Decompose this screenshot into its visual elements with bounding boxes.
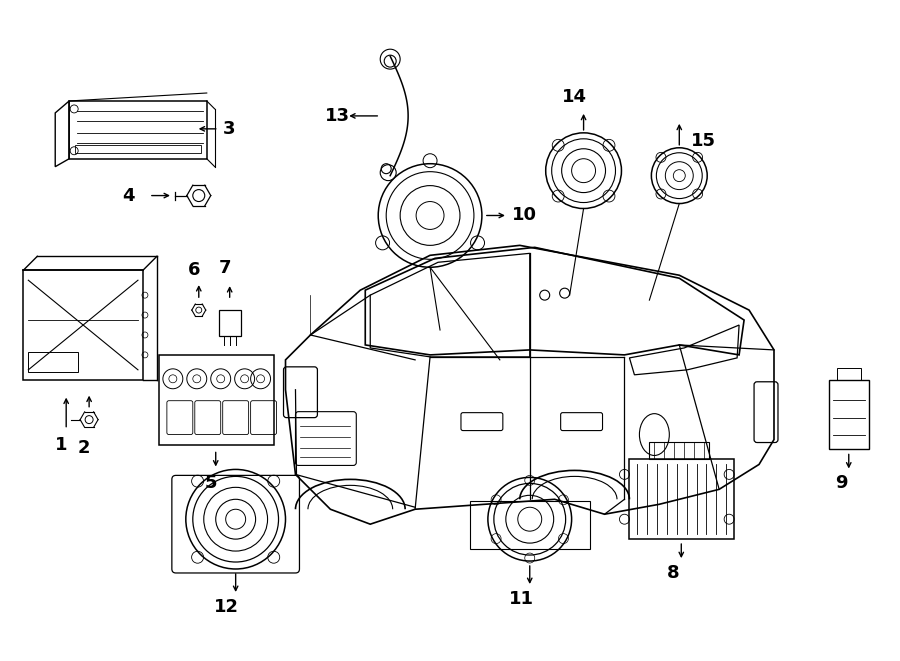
Text: 14: 14 xyxy=(562,88,587,106)
Text: 7: 7 xyxy=(219,259,231,277)
Text: 4: 4 xyxy=(122,186,135,204)
Text: 9: 9 xyxy=(835,475,848,492)
Text: 1: 1 xyxy=(55,436,68,453)
Text: 5: 5 xyxy=(204,475,217,492)
Text: 3: 3 xyxy=(222,120,235,138)
Text: 6: 6 xyxy=(187,261,200,279)
Text: 10: 10 xyxy=(512,206,536,225)
Text: 8: 8 xyxy=(667,564,680,582)
Text: 13: 13 xyxy=(325,107,350,125)
Text: 12: 12 xyxy=(214,598,239,616)
Text: 15: 15 xyxy=(691,132,716,150)
Text: 11: 11 xyxy=(509,590,535,608)
Text: 2: 2 xyxy=(78,438,90,457)
